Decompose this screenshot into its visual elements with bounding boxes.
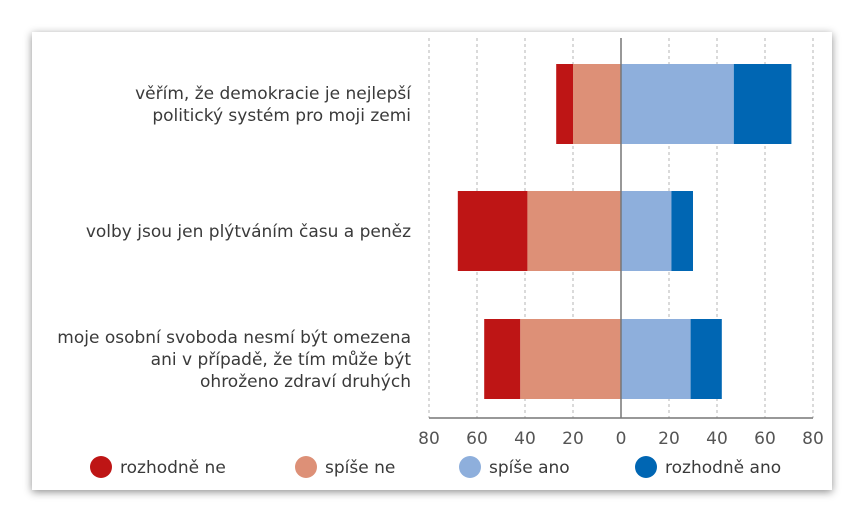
bar-segment-spíše-ano: [621, 191, 672, 271]
category-label: ani v případě, že tím může být: [151, 350, 412, 370]
legend-marker: [459, 456, 481, 478]
legend-marker: [295, 456, 317, 478]
x-tick-label: 0: [616, 429, 627, 449]
bar-segment-spíše-ano: [621, 64, 734, 144]
x-tick-label: 80: [418, 429, 440, 449]
x-tick-label: 60: [754, 429, 776, 449]
x-tick-label: 40: [514, 429, 536, 449]
legend-marker: [90, 456, 112, 478]
bar-segment-rozhodně-ne: [556, 64, 573, 144]
x-tick-label: 80: [802, 429, 824, 449]
legend-label: rozhodně ano: [665, 458, 781, 478]
legend-label: spíše ano: [489, 458, 570, 478]
bar-segment-spíše-ne: [520, 319, 621, 399]
bar-segment-spíše-ne: [573, 64, 621, 144]
bar-segment-rozhodně-ano: [690, 319, 722, 399]
x-tick-label: 40: [706, 429, 728, 449]
category-label: ohroženo zdraví druhých: [200, 372, 411, 392]
category-label: volby jsou jen plýtváním času a peněz: [86, 222, 411, 242]
bar-segment-rozhodně-ano: [733, 64, 792, 144]
bar-segment-rozhodně-ne: [457, 191, 528, 271]
x-tick-label: 60: [466, 429, 488, 449]
category-label: politický systém pro moji zemi: [152, 106, 411, 126]
legend-marker: [635, 456, 657, 478]
x-tick-label: 20: [658, 429, 680, 449]
x-tick-label: 20: [562, 429, 584, 449]
category-label: věřím, že demokracie je nejlepší: [135, 84, 412, 104]
legend-label: rozhodně ne: [120, 458, 226, 478]
category-label: moje osobní svoboda nesmí být omezena: [57, 328, 411, 348]
legend-label: spíše ne: [325, 458, 395, 478]
bar-segment-spíše-ne: [527, 191, 621, 271]
bar-segment-rozhodně-ne: [484, 319, 521, 399]
bar-segment-rozhodně-ano: [671, 191, 693, 271]
bar-segment-spíše-ano: [621, 319, 691, 399]
